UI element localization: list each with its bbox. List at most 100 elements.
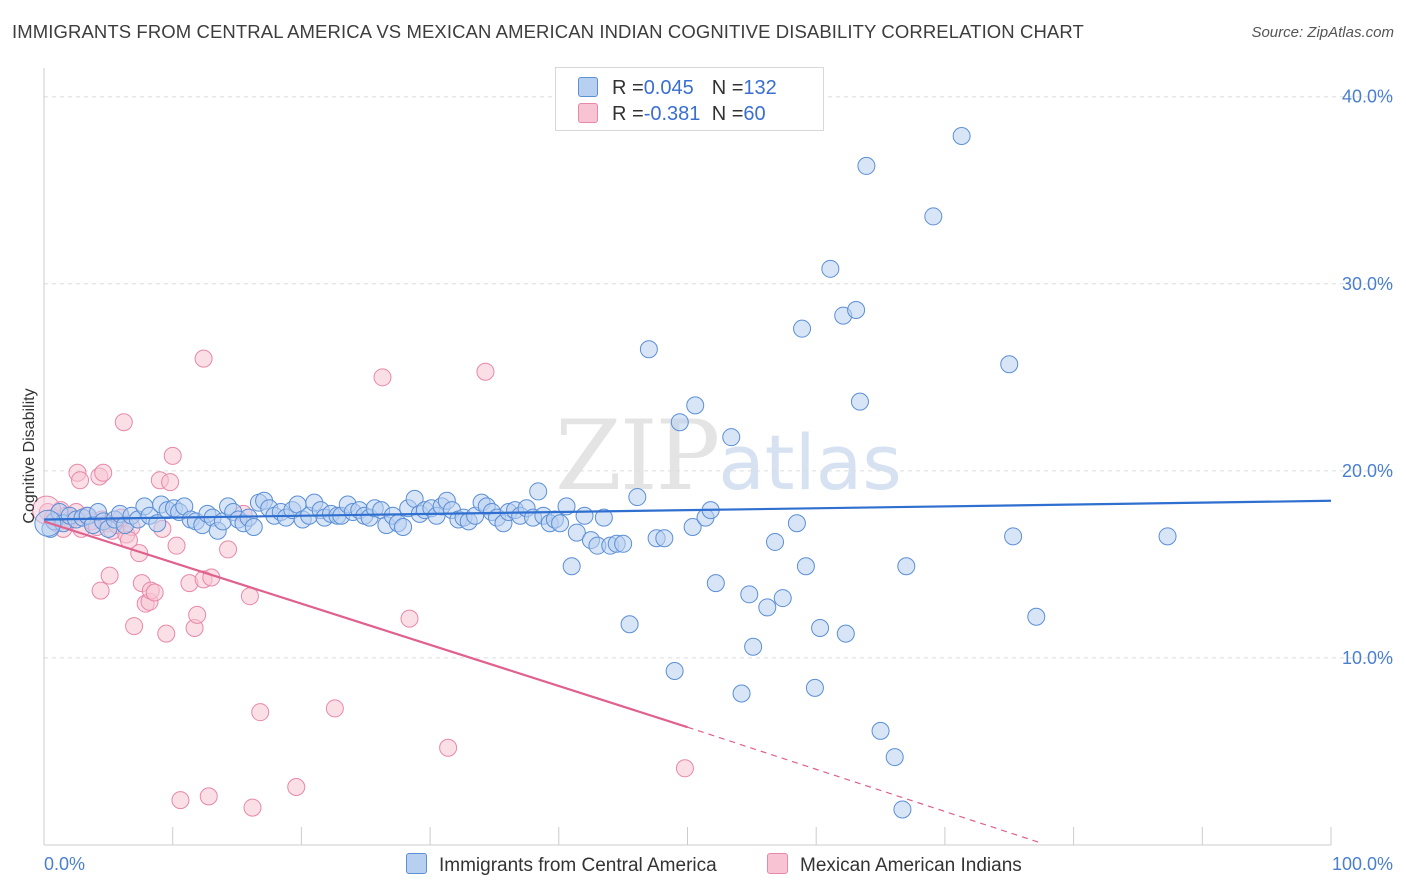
y-axis-title: Cognitive Disability bbox=[21, 388, 38, 523]
data-point-pink bbox=[219, 540, 238, 559]
data-point-blue bbox=[665, 662, 684, 681]
data-point-pink bbox=[94, 463, 113, 482]
data-point-blue bbox=[847, 300, 866, 319]
data-point-blue bbox=[857, 156, 876, 175]
legend-r-label: R = bbox=[612, 103, 644, 125]
legend-n-value: 60 bbox=[743, 103, 766, 125]
data-point-blue bbox=[562, 557, 581, 576]
data-point-blue bbox=[706, 574, 725, 593]
data-point-blue bbox=[897, 557, 916, 576]
data-point-blue bbox=[394, 517, 413, 536]
data-point-blue bbox=[740, 585, 759, 604]
data-point-pink bbox=[251, 703, 270, 722]
data-point-blue bbox=[773, 589, 792, 608]
data-point-blue bbox=[551, 514, 570, 533]
data-point-blue bbox=[893, 800, 912, 819]
data-point-pink bbox=[130, 544, 149, 563]
data-point-pink bbox=[400, 609, 419, 628]
chart-title: IMMIGRANTS FROM CENTRAL AMERICA VS MEXIC… bbox=[12, 21, 1084, 42]
legend-item-mexican-american-indians[interactable]: Mexican American Indians bbox=[767, 853, 1022, 877]
data-point-pink bbox=[163, 446, 182, 465]
data-point-blue bbox=[885, 748, 904, 767]
data-point-pink bbox=[125, 617, 144, 636]
data-point-blue bbox=[805, 678, 824, 697]
data-point-pink bbox=[114, 413, 133, 432]
data-point-pink bbox=[325, 699, 344, 718]
data-point-blue bbox=[567, 523, 586, 542]
y-tick-label: 40.0% bbox=[1342, 87, 1393, 107]
data-point-blue bbox=[744, 637, 763, 656]
series-immigrants-central-america bbox=[34, 126, 1177, 819]
data-point-blue bbox=[686, 396, 705, 415]
data-point-blue bbox=[575, 506, 594, 525]
data-point-blue bbox=[758, 598, 777, 617]
data-point-blue bbox=[244, 517, 263, 536]
chart-source: Source: ZipAtlas.com bbox=[1251, 24, 1394, 41]
data-point-pink bbox=[476, 362, 495, 381]
legend-label-pink: Mexican American Indians bbox=[800, 855, 1022, 876]
legend-r-value: 0.045 bbox=[643, 77, 694, 99]
data-point-pink bbox=[199, 787, 218, 806]
x-tick-label-min: 0.0% bbox=[44, 854, 85, 874]
legend-row-blue: R = 0.045 N = 132 bbox=[578, 77, 777, 101]
data-point-pink bbox=[161, 473, 180, 492]
data-point-blue bbox=[683, 517, 702, 536]
legend-n-label: N = bbox=[711, 103, 744, 125]
trend-line-blue bbox=[43, 499, 1332, 521]
data-point-pink bbox=[243, 798, 262, 817]
data-point-pink bbox=[373, 368, 392, 387]
data-point-pink bbox=[167, 536, 186, 555]
data-point-pink bbox=[100, 566, 119, 585]
legend-swatch-pink bbox=[767, 853, 788, 874]
data-point-blue bbox=[670, 413, 689, 432]
data-point-blue bbox=[871, 721, 890, 740]
data-point-blue bbox=[924, 207, 943, 226]
data-point-blue bbox=[1004, 527, 1023, 546]
data-point-pink bbox=[188, 605, 207, 624]
data-point-pink bbox=[287, 778, 306, 797]
stats-legend: R = 0.045 N = 132 R = -0.381 N = 60 bbox=[555, 67, 824, 131]
data-point-blue bbox=[1158, 527, 1177, 546]
data-point-blue bbox=[1000, 355, 1019, 374]
data-point-blue bbox=[722, 428, 741, 447]
legend-item-immigrants-central-america[interactable]: Immigrants from Central America bbox=[406, 853, 717, 877]
data-point-pink bbox=[91, 581, 110, 600]
y-tick-label: 30.0% bbox=[1342, 274, 1393, 294]
data-point-blue bbox=[655, 529, 674, 548]
data-point-blue bbox=[850, 392, 869, 411]
data-point-pink bbox=[194, 349, 213, 368]
data-point-blue bbox=[732, 684, 751, 703]
trend-line-pink bbox=[43, 520, 688, 729]
legend-n-value: 132 bbox=[743, 77, 777, 99]
y-tick-label: 20.0% bbox=[1342, 461, 1393, 481]
y-tick-label: 10.0% bbox=[1342, 648, 1393, 668]
legend-swatch-blue bbox=[578, 77, 598, 97]
legend-r-value: -0.381 bbox=[643, 103, 701, 125]
data-point-blue bbox=[796, 557, 815, 576]
data-point-blue bbox=[628, 488, 647, 507]
series-mexican-american-indians bbox=[32, 349, 694, 817]
data-point-blue bbox=[639, 340, 658, 359]
legend-row-pink: R = -0.381 N = 60 bbox=[578, 103, 766, 127]
data-point-pink bbox=[439, 738, 458, 757]
trend-line-pink-extension bbox=[687, 726, 1042, 844]
data-point-blue bbox=[594, 508, 613, 527]
data-point-pink bbox=[675, 759, 694, 778]
data-point-blue bbox=[1027, 607, 1046, 626]
data-point-pink bbox=[145, 583, 164, 602]
legend-label-blue: Immigrants from Central America bbox=[439, 855, 717, 876]
data-point-blue bbox=[557, 497, 576, 516]
data-point-blue bbox=[952, 126, 971, 145]
data-point-blue bbox=[793, 319, 812, 338]
data-point-pink bbox=[171, 791, 190, 810]
data-point-blue bbox=[620, 615, 639, 634]
grid-lines bbox=[44, 96, 1392, 659]
data-point-blue bbox=[821, 259, 840, 278]
data-point-blue bbox=[787, 514, 806, 533]
data-point-blue bbox=[614, 534, 633, 553]
trend-lines bbox=[43, 499, 1332, 844]
data-point-pink bbox=[71, 471, 90, 490]
data-point-blue bbox=[766, 532, 785, 551]
data-point-blue bbox=[836, 624, 855, 643]
